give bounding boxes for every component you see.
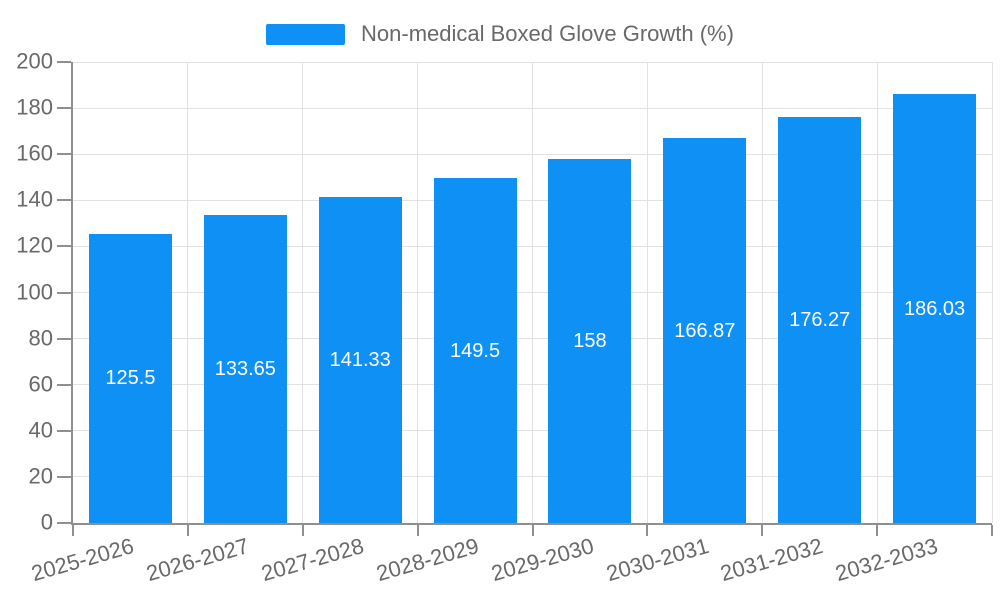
- bar-value-label: 133.65: [214, 357, 276, 380]
- y-axis-tick-label: 40: [28, 417, 53, 443]
- x-axis-tick-label: 2032-2033: [832, 533, 941, 587]
- y-tick: [57, 337, 71, 340]
- bar[interactable]: 166.87: [663, 138, 747, 523]
- y-axis-tick-label: 180: [16, 94, 53, 120]
- y-tick: [57, 245, 71, 248]
- y-axis-tick-label: 80: [28, 325, 53, 351]
- bar-value-label: 149.5: [450, 339, 501, 362]
- y-axis-line: [71, 62, 73, 525]
- x-axis-tick-label: 2025-2026: [28, 533, 137, 587]
- x-tick: [646, 525, 649, 536]
- x-axis-tick-label: 2030-2031: [603, 533, 712, 587]
- x-axis-tick-label: 2028-2029: [373, 533, 482, 587]
- v-gridline: [302, 62, 304, 523]
- bar-value-label: 176.27: [789, 308, 851, 331]
- bar-value-label: 141.33: [329, 349, 391, 372]
- y-tick: [57, 383, 71, 386]
- x-tick: [531, 525, 534, 536]
- y-tick: [57, 291, 71, 294]
- legend-swatch-icon: [266, 23, 346, 45]
- y-axis-tick-label: 140: [16, 186, 53, 212]
- y-axis-tick-label: 20: [28, 463, 53, 489]
- v-gridline: [532, 62, 533, 523]
- y-tick: [57, 522, 71, 524]
- bar-value-label: 125.5: [105, 367, 156, 390]
- x-tick: [991, 525, 993, 536]
- x-tick: [301, 525, 304, 536]
- y-tick: [57, 153, 71, 156]
- y-tick: [57, 199, 71, 202]
- y-tick: [57, 475, 71, 478]
- x-tick: [186, 525, 189, 536]
- x-tick: [416, 525, 419, 536]
- x-tick: [876, 525, 879, 536]
- legend-item[interactable]: Non-medical Boxed Glove Growth (%): [0, 19, 1000, 49]
- bar[interactable]: 141.33: [318, 197, 402, 523]
- plot-area: 0 20 40 60 80 100 120 140 160 180 200 125.5 2025-202…: [16, 50, 993, 586]
- bar[interactable]: 176.27: [778, 116, 862, 523]
- y-axis-tick-label: 60: [28, 371, 53, 397]
- y-tick: [57, 61, 71, 63]
- y-tick: [57, 429, 71, 432]
- v-gridline: [646, 62, 648, 523]
- bar[interactable]: 133.65: [203, 214, 287, 523]
- bar[interactable]: 125.5: [88, 233, 172, 523]
- y-axis-tick-label: 120: [16, 232, 53, 258]
- v-gridline: [991, 62, 993, 523]
- bar-value-label: 158: [573, 329, 607, 352]
- bar[interactable]: 158: [548, 158, 632, 523]
- y-axis-tick-label: 100: [16, 279, 53, 305]
- bar[interactable]: 186.03: [893, 94, 977, 523]
- x-tick: [761, 525, 764, 536]
- x-axis-line: [71, 523, 992, 525]
- x-axis-tick-label: 2027-2028: [258, 533, 367, 587]
- bar-value-label: 186.03: [903, 297, 966, 320]
- y-axis-tick-label: 160: [16, 140, 53, 166]
- v-gridline: [761, 62, 763, 523]
- v-gridline: [417, 62, 419, 523]
- y-axis-tick-label: 0: [40, 509, 53, 535]
- bar-value-label: 166.87: [674, 319, 736, 342]
- x-axis-tick-label: 2031-2032: [717, 533, 827, 587]
- bar[interactable]: 149.5: [433, 178, 517, 523]
- x-axis-tick-label: 2029-2030: [488, 533, 597, 587]
- y-axis-tick-label: 200: [16, 48, 53, 74]
- v-gridline: [876, 62, 878, 523]
- v-gridline: [187, 62, 189, 523]
- y-tick: [57, 107, 71, 110]
- x-axis-tick-label: 2026-2027: [143, 533, 252, 587]
- legend-label: Non-medical Boxed Glove Growth (%): [361, 21, 734, 46]
- x-tick: [72, 525, 74, 536]
